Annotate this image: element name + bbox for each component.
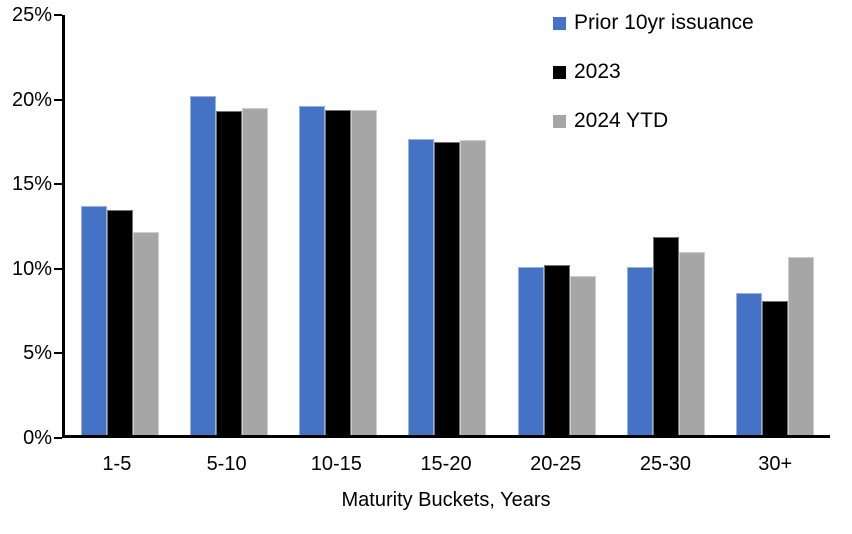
x-category-label: 30+ xyxy=(758,453,793,475)
bar xyxy=(460,140,487,438)
y-tick-label: 0% xyxy=(23,427,52,449)
y-axis-line xyxy=(62,15,65,438)
bar xyxy=(653,236,680,438)
y-tick-mark xyxy=(54,14,62,16)
bar xyxy=(736,292,763,438)
y-tick-label: 25% xyxy=(11,4,52,26)
legend-label: Prior 10yr issuance xyxy=(574,11,754,34)
bar xyxy=(569,275,596,438)
x-category-label: 1-5 xyxy=(102,453,132,475)
bar xyxy=(325,109,352,438)
bar xyxy=(517,267,544,438)
bar xyxy=(241,108,268,438)
legend-label: 2024 YTD xyxy=(574,109,669,132)
y-tick-mark xyxy=(54,352,62,355)
legend-label: 2023 xyxy=(574,60,621,83)
bar xyxy=(627,267,654,438)
x-axis-line xyxy=(62,435,830,438)
bar xyxy=(106,209,133,438)
bar xyxy=(679,251,706,438)
bar xyxy=(762,300,789,438)
y-tick-label: 15% xyxy=(11,173,52,196)
bar xyxy=(132,231,159,438)
x-category-label: 5-10 xyxy=(206,453,247,475)
x-axis-category-labels: 1-5 5-10 10-15 15-20 20-25 25-30 30+ xyxy=(62,451,830,477)
y-tick-mark xyxy=(54,267,62,270)
plot-area xyxy=(54,14,830,439)
bar xyxy=(351,109,378,438)
x-category-label: 25-30 xyxy=(639,453,692,475)
legend-swatch-icon xyxy=(553,114,566,128)
legend-item: 2023 xyxy=(553,60,754,84)
bar xyxy=(434,141,461,438)
bar xyxy=(215,111,242,438)
bar xyxy=(788,256,815,438)
y-tick-mark xyxy=(54,98,62,101)
legend-item: 2024 YTD xyxy=(553,109,754,133)
bar-group-15-20 xyxy=(393,15,502,438)
bar-group-1-5 xyxy=(65,15,174,438)
y-tick-mark xyxy=(54,183,62,186)
bar xyxy=(408,138,435,438)
bar-group-25-30 xyxy=(611,15,720,438)
y-tick-label: 5% xyxy=(23,342,52,365)
x-category-label: 20-25 xyxy=(530,453,582,475)
bar xyxy=(80,206,107,438)
x-category-label: 15-20 xyxy=(420,453,472,475)
y-tick-label: 10% xyxy=(11,257,52,280)
y-tick-mark xyxy=(54,437,62,439)
legend-swatch-icon xyxy=(553,16,566,30)
bar-group-5-10 xyxy=(174,15,283,438)
x-category-label: 10-15 xyxy=(310,453,362,475)
bar-group-10-15 xyxy=(284,15,393,438)
bar xyxy=(299,106,326,438)
bar xyxy=(189,96,216,438)
x-axis-title: Maturity Buckets, Years xyxy=(341,489,551,511)
legend-item: Prior 10yr issuance xyxy=(553,11,754,35)
bar-group-20-25 xyxy=(502,15,611,438)
legend: Prior 10yr issuance 2023 2024 YTD xyxy=(553,11,754,133)
y-tick-label: 20% xyxy=(11,88,52,111)
legend-swatch-icon xyxy=(553,65,566,79)
bar xyxy=(543,265,570,438)
bar-groups xyxy=(65,15,830,438)
bar-group-30+ xyxy=(721,15,830,438)
